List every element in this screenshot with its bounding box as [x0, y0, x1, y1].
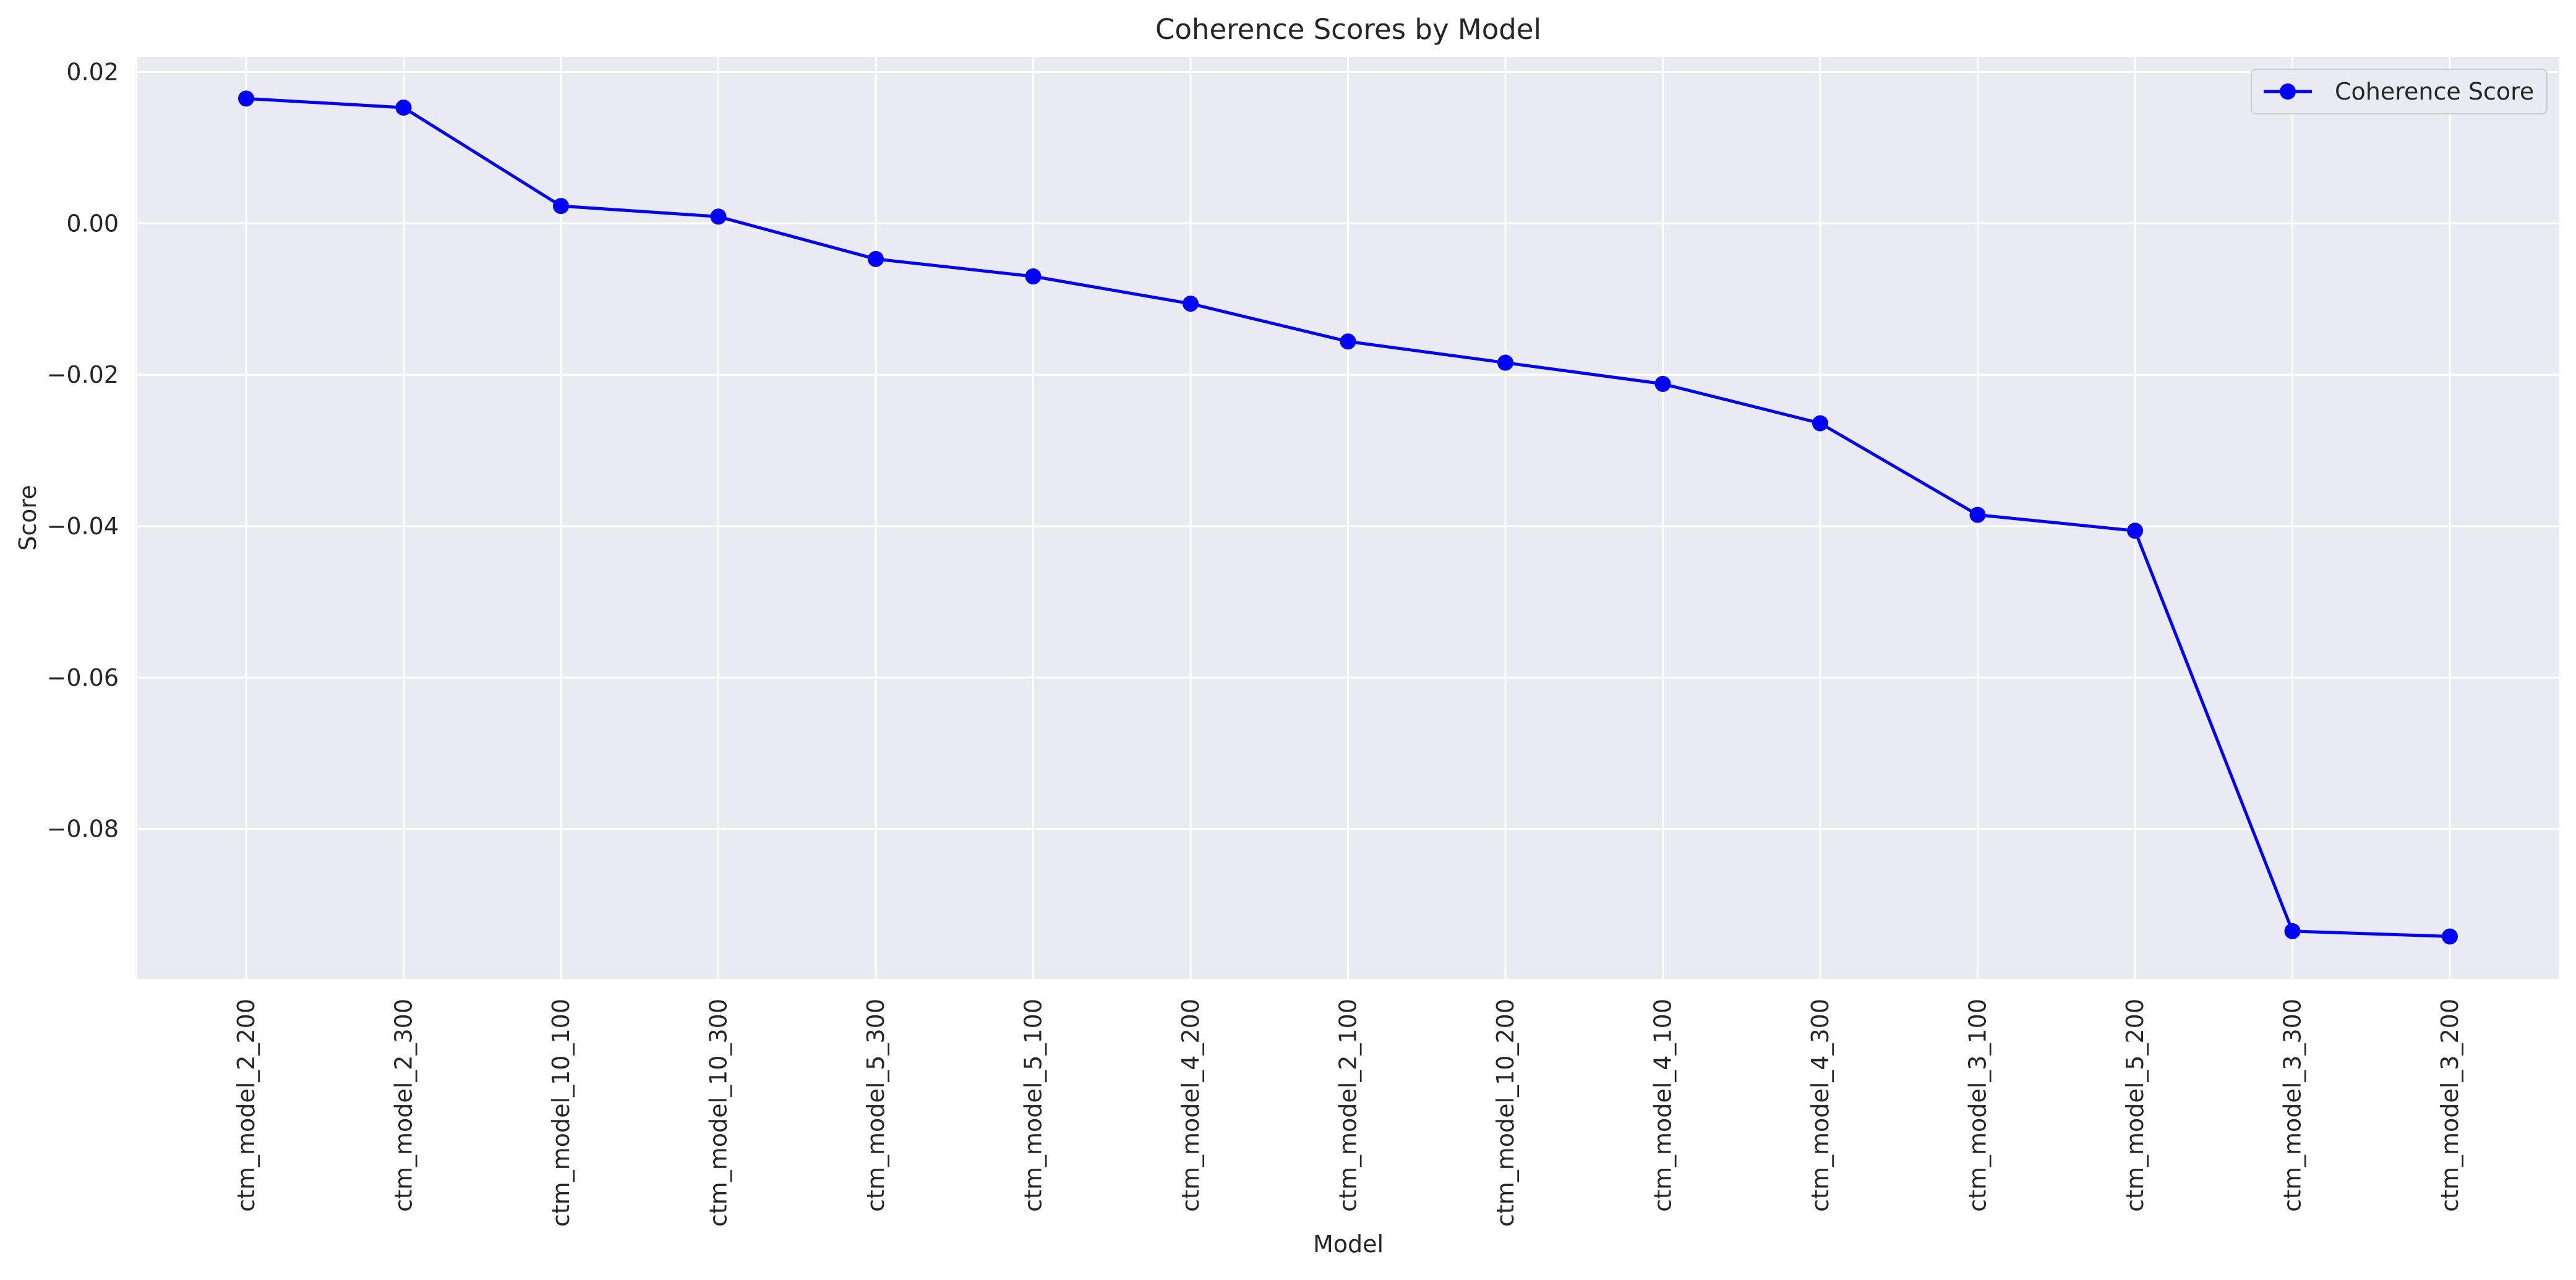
chart-title: Coherence Scores by Model: [1155, 13, 1541, 46]
data-point: [1340, 333, 1356, 350]
data-point: [1812, 415, 1828, 432]
y-tick-label: 0.00: [66, 210, 119, 237]
legend-box: [2251, 69, 2548, 114]
y-tick-label: 0.02: [66, 58, 119, 85]
legend-marker: [2280, 83, 2296, 100]
data-point: [395, 100, 412, 116]
grid-lines: [137, 57, 2559, 979]
x-tick-label: ctm_model_10_300: [705, 999, 732, 1227]
legend: Coherence Score: [2251, 69, 2548, 114]
data-point: [2442, 928, 2458, 945]
x-tick-label: ctm_model_2_300: [390, 999, 417, 1212]
data-point: [1025, 268, 1042, 284]
x-tick-label: ctm_model_2_200: [233, 999, 260, 1212]
x-tick-label: ctm_model_10_100: [547, 999, 575, 1227]
x-tick-label: ctm_model_3_200: [2436, 999, 2463, 1212]
data-point: [1654, 375, 1671, 392]
x-axis-label: Model: [1313, 1231, 1384, 1258]
data-point: [710, 208, 727, 225]
data-point: [1969, 506, 1986, 523]
series-layer: [238, 90, 2458, 945]
x-tick-label: ctm_model_4_300: [1807, 999, 1834, 1212]
y-tick-label: −0.06: [47, 664, 119, 691]
x-tick-label: ctm_model_4_200: [1177, 999, 1204, 1212]
y-axis-label: Score: [14, 485, 41, 550]
x-tick-label: ctm_model_5_300: [862, 999, 889, 1212]
y-tick-label: −0.08: [47, 816, 119, 843]
data-point: [553, 198, 569, 215]
data-point: [1497, 354, 1513, 371]
tick-labels: 0.02 0.00 −0.02 −0.04 −0.06 −0.08 ctm_model_2_…: [47, 58, 2463, 1227]
data-point: [868, 250, 884, 267]
x-tick-label: ctm_model_2_100: [1335, 999, 1362, 1212]
y-tick-label: −0.04: [47, 513, 119, 540]
x-tick-label: ctm_model_3_300: [2279, 999, 2306, 1212]
data-point: [2284, 923, 2301, 939]
x-tick-label: ctm_model_5_100: [1020, 999, 1047, 1212]
x-tick-label: ctm_model_5_200: [2121, 999, 2149, 1212]
y-tick-label: −0.02: [47, 361, 119, 388]
x-tick-label: ctm_model_4_100: [1650, 999, 1677, 1212]
data-point: [238, 90, 254, 107]
x-tick-label: ctm_model_10_200: [1492, 999, 1519, 1227]
data-point: [2127, 523, 2143, 539]
data-point: [1183, 296, 1199, 312]
legend-label: Coherence Score: [2335, 78, 2534, 105]
x-tick-label: ctm_model_3_100: [1964, 999, 1992, 1212]
